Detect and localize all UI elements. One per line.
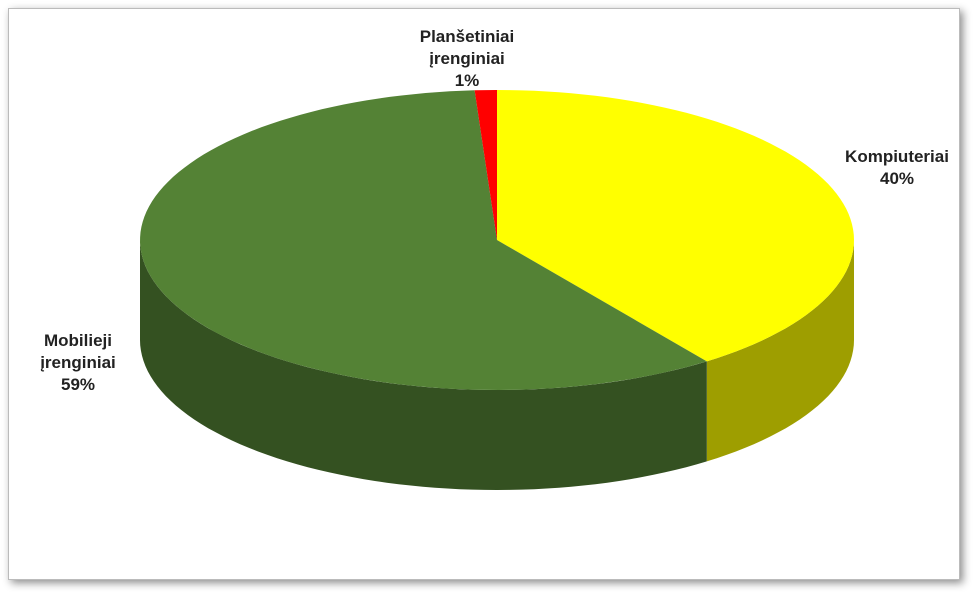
data-label: Mobilieji įrenginiai 59% <box>28 330 128 396</box>
category-label: Kompiuteriai <box>845 147 949 166</box>
category-label: Planšetiniai įrenginiai <box>419 27 515 68</box>
category-label: Mobilieji įrenginiai <box>40 331 116 372</box>
slice <box>140 90 707 391</box>
data-label: Kompiuteriai 40% <box>817 146 973 190</box>
slice <box>474 90 497 240</box>
slice-side <box>140 240 707 490</box>
data-label: Planšetiniai įrenginiai 1% <box>412 26 522 92</box>
value-label: 59% <box>60 375 96 394</box>
slice <box>497 90 854 362</box>
value-label: 1% <box>454 71 480 90</box>
slice-side <box>706 240 854 462</box>
value-label: 40% <box>879 169 915 188</box>
